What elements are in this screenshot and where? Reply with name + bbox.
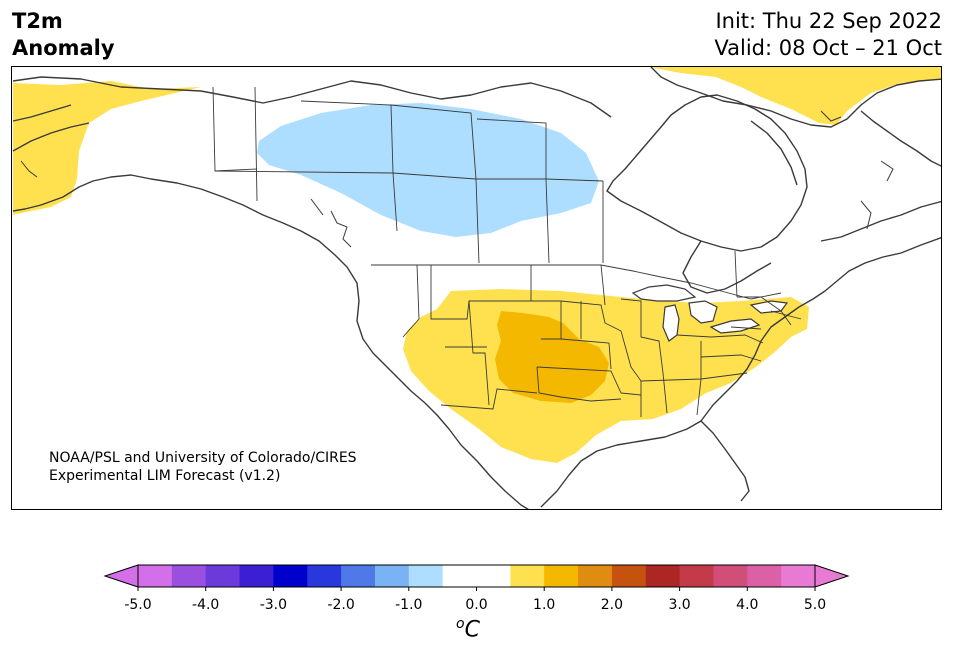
anomaly-map (12, 67, 941, 509)
colorbar-bin-16 (713, 565, 748, 587)
colorbar-tick-label-4: -1.0 (395, 597, 423, 613)
colorbar-bin-18 (781, 565, 816, 587)
colorbar-bin-9 (442, 565, 511, 587)
colorbar-unit: oC (456, 616, 480, 642)
colorbar-tick-label-6: 1.0 (533, 597, 556, 613)
colorbar-bin-4 (273, 565, 308, 587)
warm-region-greenland (649, 67, 941, 125)
colorbar-bin-17 (747, 565, 782, 587)
colorbar-tick-label-8: 3.0 (668, 597, 691, 613)
colorbar-tick-label-1: -4.0 (192, 597, 220, 613)
colorbar-bin-14 (645, 565, 681, 587)
colorbar-tick-label-7: 2.0 (600, 597, 624, 613)
unit-degree: o (456, 616, 465, 632)
credit-line-1: NOAA/PSL and University of Colorado/CIRE… (49, 450, 357, 466)
colorbar-ticks (137, 587, 816, 591)
title-subtitle: Anomaly (12, 36, 115, 60)
colorbar-bin-8 (408, 565, 444, 587)
coastlines (12, 67, 941, 509)
colorbar-tick-label-2: -3.0 (259, 597, 288, 613)
colorbar-bin-13 (611, 565, 647, 587)
colorbar-tick-label-10: 5.0 (803, 597, 827, 613)
colorbar-over-arrow (814, 564, 850, 588)
forecast-dates: Init: Thu 22 Sep 2022 Valid: 08 Oct – 21… (714, 8, 942, 62)
valid-dates: Valid: 08 Oct – 21 Oct (714, 36, 942, 60)
map-panel: NOAA/PSL and University of Colorado/CIRE… (11, 66, 942, 510)
colorbar-bin-15 (679, 565, 714, 587)
colorbar-bin-7 (374, 565, 410, 587)
colorbar-bin-5 (307, 565, 342, 587)
colorbar-tick-label-0: -5.0 (124, 597, 152, 613)
great-lakes (631, 284, 789, 342)
map-title: T2m Anomaly (12, 8, 115, 62)
colorbar-tick-label-5: 0.0 (465, 597, 488, 613)
init-date: Init: Thu 22 Sep 2022 (715, 9, 942, 33)
credit-line-2: Experimental LIM Forecast (v1.2) (49, 468, 281, 484)
warm-core-plains (495, 311, 609, 403)
cool-region-canada (257, 103, 599, 237)
colorbar-tick-label-3: -2.0 (327, 597, 355, 613)
colorbar-bins (138, 565, 816, 587)
colorbar-bin-0 (138, 565, 173, 587)
colorbar-bin-10 (510, 565, 545, 587)
political-borders (212, 86, 802, 417)
colorbar-tick-label-9: 4.0 (736, 597, 759, 613)
colorbar-bin-3 (239, 565, 274, 587)
colorbar-bin-2 (205, 565, 241, 587)
colorbar-bin-1 (171, 565, 207, 587)
colorbar-bin-12 (578, 565, 613, 587)
colorbar-under-arrow (103, 564, 139, 588)
unit-celsius: C (464, 617, 480, 643)
colorbar-bin-11 (544, 565, 579, 587)
credit-text: NOAA/PSL and University of Colorado/CIRE… (49, 449, 357, 485)
colorbar-bin-6 (341, 565, 376, 587)
colorbar (103, 564, 850, 591)
coastline-details (20, 110, 894, 248)
warm-region-alaska (13, 81, 201, 215)
title-variable: T2m (12, 9, 63, 33)
